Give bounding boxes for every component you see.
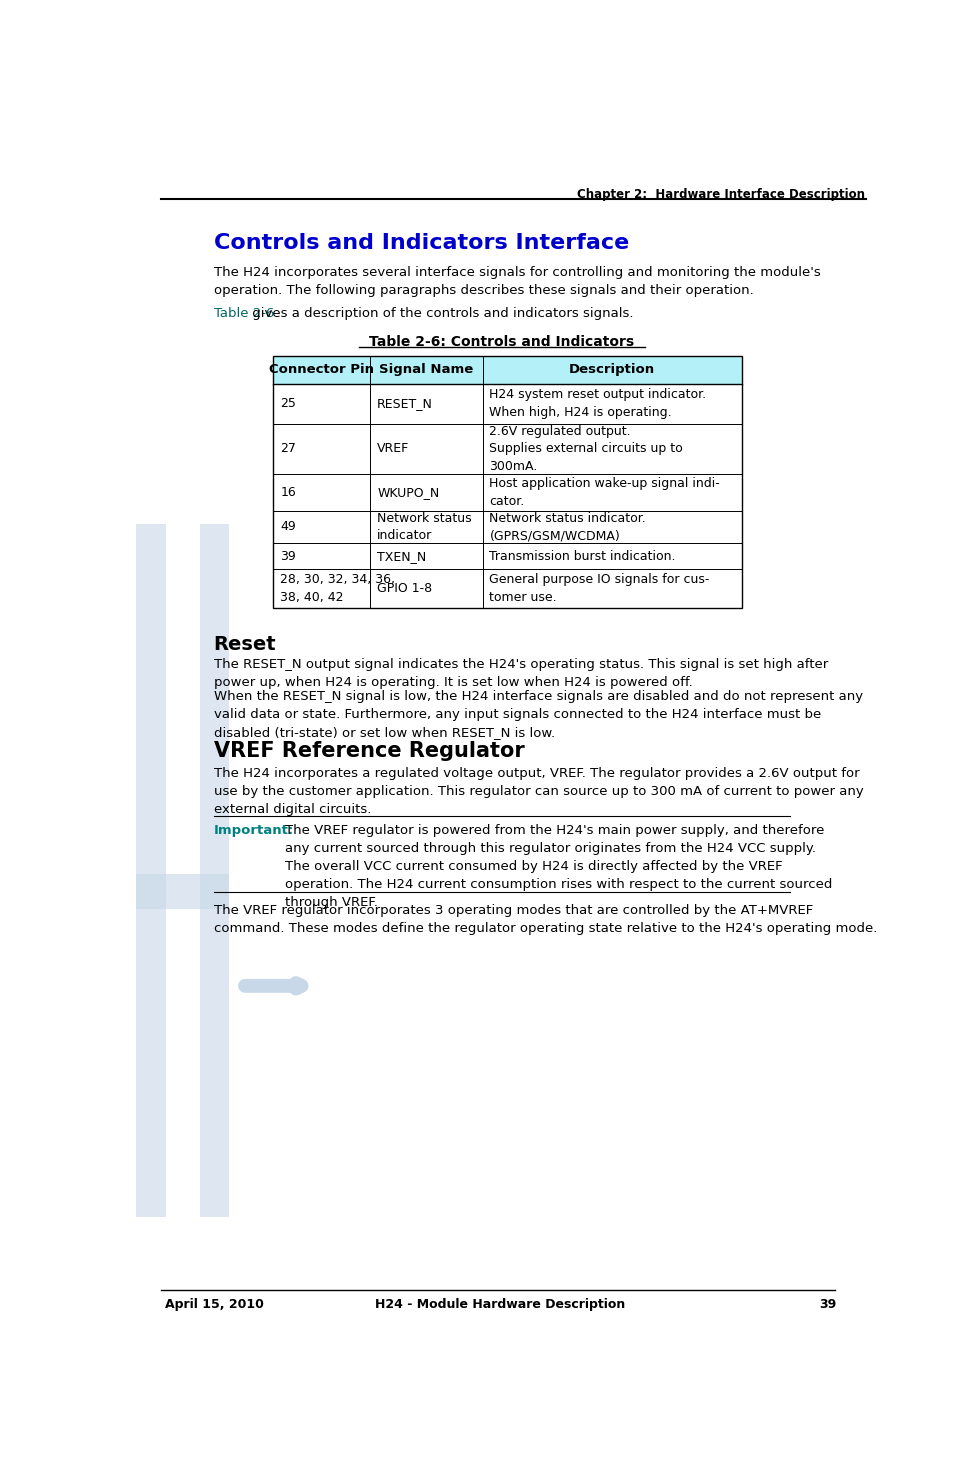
Text: The H24 incorporates several interface signals for controlling and monitoring th: The H24 incorporates several interface s… — [214, 266, 821, 297]
Text: 27: 27 — [280, 442, 296, 455]
Text: H24 - Module Hardware Description: H24 - Module Hardware Description — [375, 1299, 625, 1311]
Bar — [136, 873, 229, 909]
Bar — [274, 356, 743, 607]
Text: Description: Description — [570, 364, 656, 377]
Text: The VREF regulator incorporates 3 operating modes that are controlled by the AT+: The VREF regulator incorporates 3 operat… — [214, 905, 877, 936]
Text: 16: 16 — [280, 486, 296, 498]
Text: April 15, 2010: April 15, 2010 — [165, 1299, 264, 1311]
Text: VREF: VREF — [377, 442, 409, 455]
Text: TXEN_N: TXEN_N — [377, 550, 426, 563]
Bar — [199, 523, 229, 1216]
Text: VREF Reference Regulator: VREF Reference Regulator — [214, 740, 525, 761]
Text: RESET_N: RESET_N — [377, 398, 433, 411]
Text: Table 2-6: Controls and Indicators: Table 2-6: Controls and Indicators — [369, 336, 634, 349]
Text: Table 2-6: Table 2-6 — [214, 307, 274, 319]
Text: Reset: Reset — [214, 634, 276, 653]
Text: 39: 39 — [820, 1299, 836, 1311]
Text: 2.6V regulated output.
Supplies external circuits up to
300mA.: 2.6V regulated output. Supplies external… — [489, 424, 683, 473]
Text: 25: 25 — [280, 398, 296, 411]
Text: gives a description of the controls and indicators signals.: gives a description of the controls and … — [248, 307, 634, 319]
Text: Signal Name: Signal Name — [379, 364, 474, 377]
Text: Connector Pin: Connector Pin — [270, 364, 374, 377]
Text: WKUPO_N: WKUPO_N — [377, 486, 440, 498]
Bar — [274, 356, 743, 384]
Text: Network status indicator.
(GPRS/GSM/WCDMA): Network status indicator. (GPRS/GSM/WCDM… — [489, 511, 646, 542]
Text: Host application wake-up signal indi-
cator.: Host application wake-up signal indi- ca… — [489, 477, 720, 507]
Text: 49: 49 — [280, 520, 296, 534]
Text: 28, 30, 32, 34, 36,
38, 40, 42: 28, 30, 32, 34, 36, 38, 40, 42 — [280, 573, 396, 605]
Text: GPIO 1-8: GPIO 1-8 — [377, 582, 432, 596]
Text: Important:: Important: — [214, 825, 294, 837]
Text: When the RESET_N signal is low, the H24 interface signals are disabled and do no: When the RESET_N signal is low, the H24 … — [214, 690, 863, 739]
Text: Transmission burst indication.: Transmission burst indication. — [489, 550, 676, 563]
Text: 39: 39 — [280, 550, 296, 563]
Text: Network status
indicator: Network status indicator — [377, 511, 472, 542]
Text: General purpose IO signals for cus-
tomer use.: General purpose IO signals for cus- tome… — [489, 573, 710, 605]
Bar — [136, 523, 165, 1216]
Text: The VREF regulator is powered from the H24's main power supply, and therefore
an: The VREF regulator is powered from the H… — [285, 825, 832, 909]
Text: H24 system reset output indicator.
When high, H24 is operating.: H24 system reset output indicator. When … — [489, 389, 706, 418]
Text: Controls and Indicators Interface: Controls and Indicators Interface — [214, 234, 629, 253]
Text: Chapter 2:  Hardware Interface Description: Chapter 2: Hardware Interface Descriptio… — [576, 188, 865, 201]
Text: The H24 incorporates a regulated voltage output, VREF. The regulator provides a : The H24 incorporates a regulated voltage… — [214, 767, 864, 816]
Text: The RESET_N output signal indicates the H24's operating status. This signal is s: The RESET_N output signal indicates the … — [214, 658, 828, 689]
